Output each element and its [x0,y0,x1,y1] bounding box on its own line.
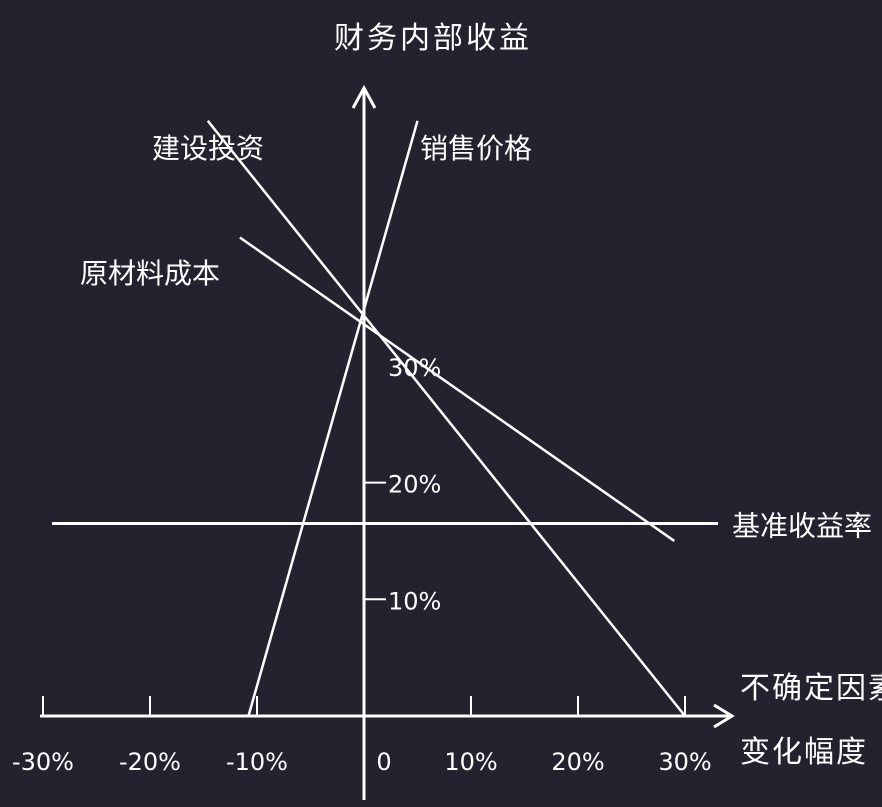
series-line-1 [206,120,686,717]
series-line-3 [239,236,676,542]
series-line-2 [247,120,419,717]
reference-line-label: 基准收益率 [732,509,872,542]
series-label-2: 销售价格 [420,132,532,165]
x-tick-label: -20% [119,748,181,776]
y-axis-title: 财务内部收益 [334,21,532,56]
x-tick-label: -10% [226,748,288,776]
labels-layer: 财务内部收益 不确定因素 变化幅度 -30% -20% -10% 0 10% 20% 30%… [12,21,882,776]
y-tick-label: 20% [388,471,441,499]
x-tick-label: -30% [12,748,74,776]
series-label-3: 原材料成本 [80,257,220,290]
x-tick-label: 0 [376,748,391,776]
y-tick-label: 10% [388,587,441,615]
axes-layer [40,84,735,800]
y-tick-label: 30% [388,354,441,382]
y-axis-arrow [351,84,377,109]
series-label-1: 建设投资 [152,132,264,165]
x-tick-label: 10% [444,748,497,776]
x-axis-title-line1: 不确定因素 [740,671,882,706]
series-layer [52,120,718,717]
x-tick-label: 30% [658,748,711,776]
x-axis-title-line2: 变化幅度 [740,735,868,770]
x-tick-label: 20% [551,748,604,776]
x-axis-arrow [713,703,735,729]
